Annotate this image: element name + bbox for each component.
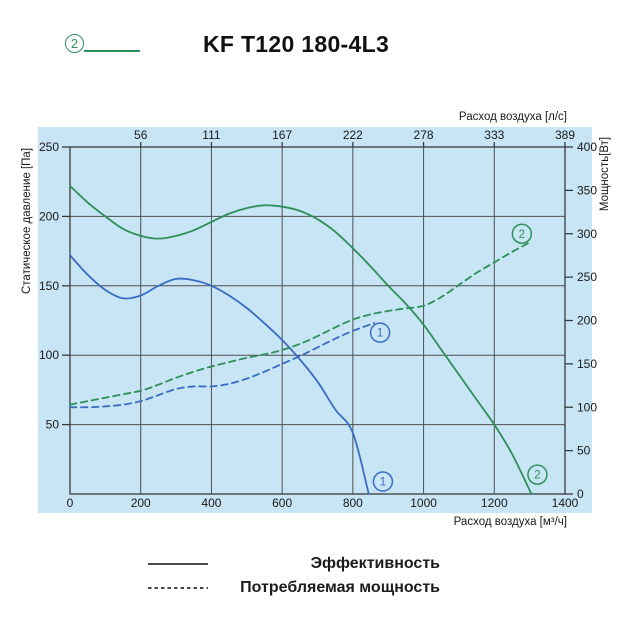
x-top-tick-label: 333 <box>484 128 504 142</box>
y-right-tick-label: 300 <box>577 227 597 241</box>
legend-item-power: Потребляемая мощность <box>148 576 440 600</box>
curve-pressure-curve-1 <box>69 254 370 495</box>
curve-marker-circle-2 <box>511 223 533 244</box>
x-bottom-tick-label: 1200 <box>481 496 508 510</box>
x-top-axis-title: Расход воздуха [л/с] <box>459 111 567 123</box>
curve-2-header-marker: 2 <box>65 34 140 53</box>
y-left-tick-label: 250 <box>39 140 59 154</box>
y-right-tick-label: 0 <box>577 487 584 501</box>
y-right-tick-label: 100 <box>577 400 597 414</box>
curve-marker-circle-1 <box>372 471 394 492</box>
x-top-tick-label: 389 <box>555 128 575 142</box>
y-right-axis-title: Мощность[Вт] <box>599 137 611 211</box>
x-top-tick-label: 167 <box>272 128 292 142</box>
curve-power-curve-2 <box>69 241 531 406</box>
legend-label-power: Потребляемая мощность <box>240 579 440 596</box>
y-right-tick-label: 350 <box>577 183 597 197</box>
marker-underline <box>84 50 140 52</box>
x-top-tick-label: 278 <box>414 128 434 142</box>
legend-solid-line-sample <box>148 563 208 565</box>
y-left-tick-label: 200 <box>39 209 59 223</box>
x-bottom-axis-title: Расход воздуха [м³/ч] <box>454 516 567 528</box>
x-top-tick-label: 222 <box>343 128 363 142</box>
x-bottom-tick-label: 0 <box>67 496 74 510</box>
page-title: KF T120 180-4L3 <box>203 31 390 57</box>
chart-panel <box>38 127 592 513</box>
curve-marker-number-1: 1 <box>380 477 386 489</box>
y-right-tick-label: 250 <box>577 270 597 284</box>
legend-item-efficiency: Эффективность <box>148 552 440 576</box>
curve-marker-number-2: 2 <box>534 470 540 482</box>
x-top-tick-label: 111 <box>202 128 221 142</box>
legend: Эффективность Потребляемая мощность <box>148 552 440 600</box>
x-bottom-tick-label: 600 <box>272 496 292 510</box>
y-left-axis-title: Статическое давление [Па] <box>21 148 33 294</box>
y-right-tick-label: 150 <box>577 357 597 371</box>
curve-pressure-curve-2 <box>69 184 533 495</box>
legend-dashed-line-sample <box>148 587 208 589</box>
y-left-tick-label: 50 <box>46 418 60 432</box>
x-bottom-tick-label: 200 <box>131 496 151 510</box>
y-right-tick-label: 200 <box>577 314 597 328</box>
x-bottom-tick-label: 1000 <box>410 496 437 510</box>
curve-marker-circle-1 <box>369 322 391 343</box>
y-right-tick-label: 400 <box>577 140 597 154</box>
curve-marker-number-2: 2 <box>519 229 525 241</box>
legend-label-efficiency: Эффективность <box>310 555 440 572</box>
x-bottom-tick-label: 800 <box>343 496 363 510</box>
x-bottom-tick-label: 1400 <box>552 496 579 510</box>
curve-marker-circle-2 <box>527 464 548 485</box>
circled-2-icon: 2 <box>65 34 84 53</box>
curve-power-curve-1 <box>69 322 375 409</box>
curve-marker-number-1: 1 <box>377 328 383 340</box>
y-right-tick-label: 50 <box>577 444 591 458</box>
x-top-tick-label: 56 <box>134 128 148 142</box>
y-left-tick-label: 150 <box>39 279 59 293</box>
x-bottom-tick-label: 400 <box>201 496 221 510</box>
y-left-tick-label: 100 <box>39 348 59 362</box>
